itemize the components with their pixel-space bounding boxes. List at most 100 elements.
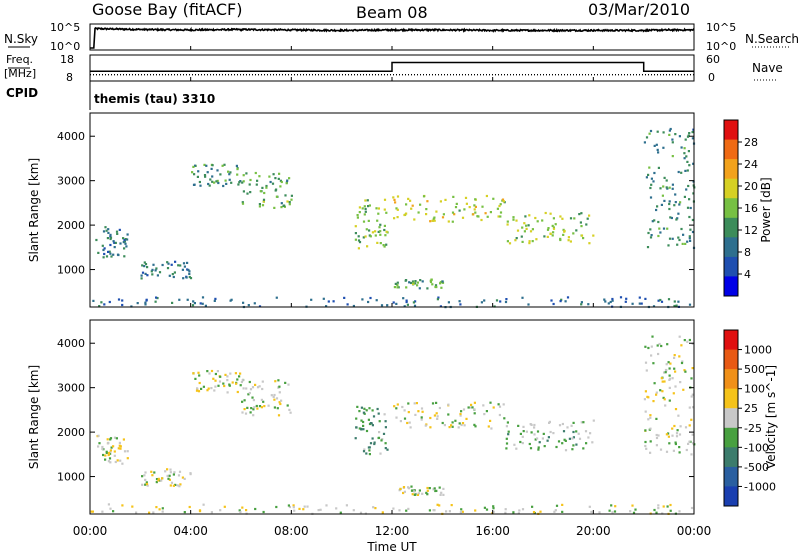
- data-cell-J: [675, 304, 678, 307]
- data-cell-I: [655, 208, 658, 212]
- power-ylabel: Slant Range [km]: [27, 158, 41, 262]
- data-cell-F: [572, 232, 575, 235]
- data-cell-I: [645, 447, 648, 450]
- data-cell-J: [690, 506, 694, 510]
- data-cell-A: [109, 243, 112, 247]
- data-cell-J: [517, 512, 520, 515]
- data-cell-J: [561, 510, 564, 513]
- data-cell-J: [590, 510, 593, 513]
- data-cell-C: [258, 175, 261, 178]
- data-cell-J: [492, 505, 495, 508]
- data-cell-E: [465, 202, 468, 205]
- data-cell-I: [690, 395, 693, 398]
- data-cell-I: [671, 377, 674, 380]
- data-cell-J: [319, 508, 322, 511]
- data-cell-B: [213, 389, 216, 392]
- data-cell-F: [563, 438, 566, 441]
- velocity-colorbar-frame: [723, 329, 739, 507]
- data-cell-J: [201, 302, 204, 305]
- data-cell-F: [575, 430, 578, 433]
- data-cell-H: [172, 473, 175, 476]
- noise-right-tick-bottom: 10^0: [706, 40, 736, 53]
- data-cell-B: [236, 378, 239, 381]
- data-cell-E: [498, 413, 501, 417]
- data-cell-F: [542, 432, 545, 435]
- data-cell-E: [433, 216, 436, 219]
- data-cell-J: [521, 508, 525, 511]
- data-cell-C: [275, 397, 279, 400]
- data-cell-E: [461, 216, 465, 219]
- data-cell-G: [414, 493, 417, 496]
- data-cell-G: [405, 286, 408, 289]
- data-cell-H: [179, 483, 182, 486]
- data-cell-I: [681, 360, 684, 363]
- data-cell-E: [429, 220, 432, 223]
- freq-left-tick-top: 18: [60, 53, 74, 66]
- data-cell-C: [262, 200, 265, 203]
- data-cell-C: [250, 407, 253, 410]
- data-cell-B: [207, 387, 210, 390]
- data-cell-D: [377, 412, 380, 415]
- data-cell-D: [384, 442, 387, 445]
- data-cell-I: [647, 346, 650, 350]
- data-cell-A: [124, 242, 127, 245]
- data-cell-I: [660, 203, 663, 206]
- data-cell-D: [365, 452, 368, 455]
- data-cell-D: [384, 234, 387, 237]
- data-cell-F: [528, 242, 531, 245]
- data-cell-C: [284, 381, 287, 384]
- data-cell-D: [384, 420, 387, 423]
- velocity-y-tick-label: 2000: [57, 426, 85, 439]
- data-cell-J: [121, 504, 124, 507]
- data-cell-I: [683, 152, 686, 155]
- data-cell-B: [197, 170, 200, 173]
- data-cell-D: [365, 409, 368, 412]
- data-cell-I: [649, 427, 652, 430]
- data-cell-J: [669, 509, 672, 512]
- data-cell-J: [659, 298, 662, 302]
- data-cell-F: [563, 229, 566, 233]
- data-cell-J: [101, 510, 104, 513]
- data-cell-J: [609, 300, 612, 304]
- data-cell-C: [288, 408, 291, 411]
- data-cell-E: [499, 211, 503, 214]
- data-cell-A: [117, 253, 120, 257]
- data-cell-E: [403, 417, 407, 420]
- data-cell-G: [394, 282, 397, 285]
- data-cell-A: [126, 450, 129, 453]
- data-cell-F: [507, 433, 510, 436]
- data-cell-I: [682, 388, 685, 391]
- data-cell-I: [689, 239, 692, 242]
- data-cell-B: [221, 164, 224, 167]
- data-cell-I: [678, 355, 681, 358]
- data-cell-J: [603, 298, 606, 301]
- data-cell-J: [459, 511, 462, 514]
- data-cell-B: [239, 372, 242, 375]
- data-cell-J: [238, 509, 241, 512]
- data-cell-E: [409, 199, 412, 202]
- data-cell-E: [405, 212, 408, 215]
- data-cell-C: [288, 203, 291, 206]
- data-cell-B: [222, 382, 225, 385]
- data-cell-F: [523, 222, 526, 225]
- data-cell-D: [384, 426, 387, 429]
- data-cell-F: [561, 217, 564, 220]
- data-cell-F: [537, 448, 540, 451]
- data-cell-J: [673, 300, 676, 303]
- data-cell-F: [561, 422, 564, 426]
- data-cell-C: [271, 182, 275, 185]
- data-cell-E: [489, 419, 492, 422]
- data-cell-J: [241, 506, 244, 509]
- data-cell-B: [228, 384, 231, 387]
- data-cell-J: [158, 508, 161, 511]
- data-cell-E: [396, 216, 399, 219]
- data-cell-E: [474, 425, 477, 428]
- data-cell-E: [469, 406, 472, 409]
- station-title: Goose Bay (fitACF): [92, 0, 242, 19]
- data-cell-I: [684, 242, 687, 245]
- data-cell-J: [317, 509, 320, 512]
- data-cell-H: [168, 474, 171, 477]
- data-cell-A: [109, 236, 113, 239]
- data-cell-F: [535, 238, 538, 241]
- data-cell-A: [117, 447, 120, 450]
